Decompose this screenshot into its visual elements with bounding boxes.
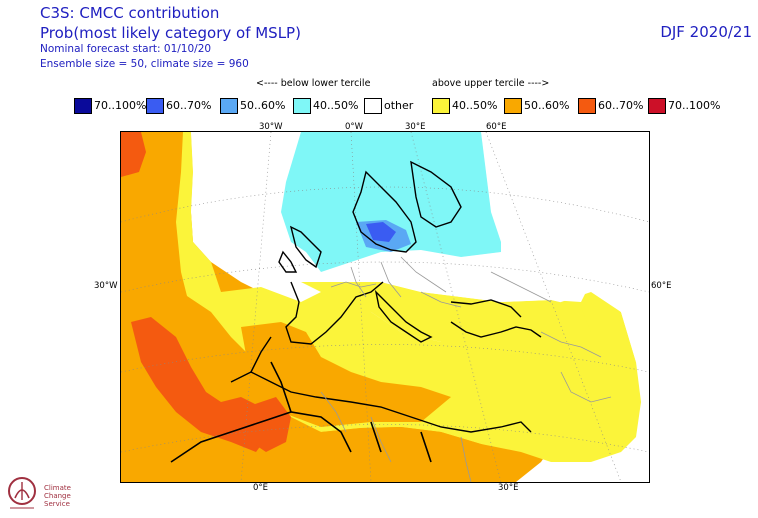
logo-line1: Climate — [44, 484, 71, 492]
season-label: DJF 2020/21 — [660, 23, 752, 41]
legend-swatch — [432, 98, 450, 114]
tick-top-30w: 30°W — [259, 122, 283, 132]
legend-label: 50..60% — [240, 99, 286, 112]
legend-label: 50..60% — [524, 99, 570, 112]
legend-swatch — [504, 98, 522, 114]
legend-swatch — [293, 98, 311, 114]
forecast-start: Nominal forecast start: 01/10/20 — [40, 43, 212, 55]
tick-top-60e: 60°E — [486, 122, 507, 132]
legend-swatch — [364, 98, 382, 114]
coastlines — [230, 160, 542, 433]
region-other-north — [191, 132, 301, 252]
probability-map — [120, 131, 650, 483]
region-above-40-50-europe — [301, 282, 591, 347]
legend-label: 70..100% — [668, 99, 721, 112]
tick-top-0w: 0°W — [345, 122, 364, 132]
country-borders — [320, 256, 612, 482]
climate-change-service-icon — [8, 477, 36, 509]
tick-bottom-0e: 0°E — [253, 483, 269, 493]
region-below-60-70 — [366, 222, 396, 242]
legend-swatch — [74, 98, 92, 114]
legend-label: 40..50% — [313, 99, 359, 112]
legend-label: 40..50% — [452, 99, 498, 112]
legend-swatch — [220, 98, 238, 114]
graticule — [121, 132, 649, 482]
legend-label: 70..100% — [94, 99, 147, 112]
above-tercile-label: above upper tercile ----> — [432, 78, 550, 89]
legend-swatch — [648, 98, 666, 114]
region-above-60-70-strip — [121, 132, 146, 177]
legend-swatch — [578, 98, 596, 114]
tick-bottom-30e: 30°E — [498, 483, 519, 493]
tick-top-30e: 30°E — [405, 122, 426, 132]
tick-left-30w: 30°W — [94, 281, 118, 291]
region-below-40-50 — [281, 132, 501, 272]
c3s-logo: Climate Change Service — [6, 474, 71, 516]
logo-line2: Change Service — [44, 492, 71, 508]
map-canvas — [121, 132, 649, 482]
legend-label: 60..70% — [166, 99, 212, 112]
tick-right-60e: 60°E — [651, 281, 672, 291]
region-above-60-70 — [131, 317, 271, 452]
region-other-east — [591, 272, 649, 372]
legend-label: other — [384, 99, 414, 112]
region-above-60-70-east — [246, 397, 291, 452]
region-above-50-60-sahara — [241, 322, 451, 427]
below-tercile-label: <---- below lower tercile — [256, 78, 371, 89]
legend-swatch — [146, 98, 164, 114]
african-borders — [170, 361, 432, 463]
chart-subtitle: Prob(most likely category of MSLP) — [40, 24, 301, 42]
legend-label: 60..70% — [598, 99, 644, 112]
chart-title: C3S: CMCC contribution — [40, 4, 220, 22]
ensemble-size: Ensemble size = 50, climate size = 960 — [40, 58, 249, 70]
